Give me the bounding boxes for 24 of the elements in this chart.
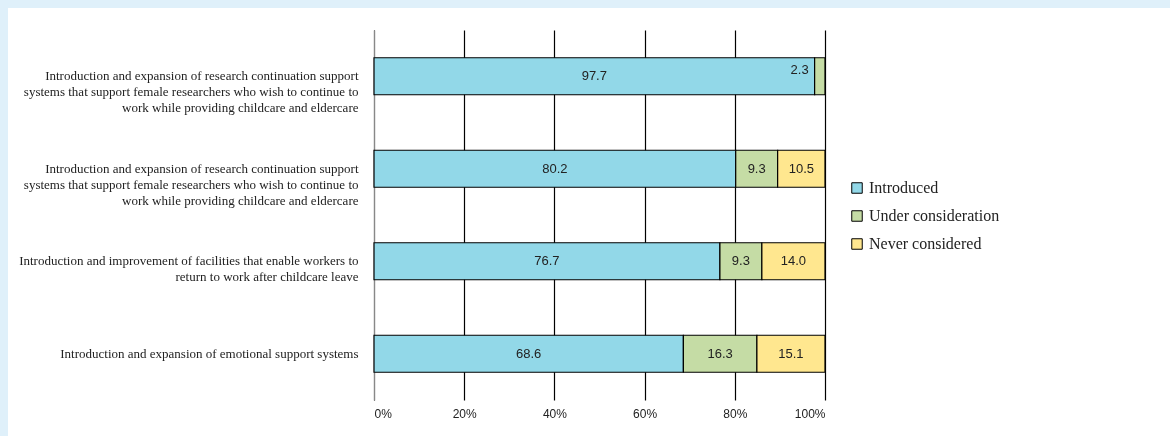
data-label: 10.5: [788, 160, 814, 176]
data-label: 15.1: [778, 345, 804, 361]
y-tick-label: Introduction and expansion of research continuation support systems that support female researchers who wish to continue to work while providing childcare and eldercare: [23, 68, 359, 116]
legend-label: Introduced: [869, 179, 939, 196]
data-label: 2.3: [790, 62, 809, 78]
x-tick-label: 80%: [723, 406, 748, 421]
x-tick-label: 100%: [794, 406, 826, 421]
y-tick-label: Introduction and expansion of emotional support systems: [60, 345, 359, 361]
y-tick-label: Introduction and expansion of research continuation support systems that support female researchers who wish to continue to work while providing childcare and eldercare: [23, 160, 359, 208]
data-label: 14.0: [780, 253, 807, 269]
x-tick-label: 40%: [542, 406, 568, 421]
legend-label: Never considered: [869, 235, 982, 252]
x-tick-label: 20%: [452, 406, 478, 421]
data-label: 80.2: [542, 160, 568, 176]
x-tick-label: 60%: [633, 406, 658, 421]
data-label: 97.7: [581, 68, 607, 84]
y-tick-label: Introduction and improvement of facilities that enable workers to return to work after childcare leave: [19, 253, 359, 285]
x-tick-label: 0%: [374, 406, 393, 421]
data-label: 76.7: [534, 253, 560, 269]
data-label: 68.6: [516, 345, 542, 361]
data-label: 9.3: [731, 253, 750, 269]
legend-label: Under consideration: [869, 207, 1000, 224]
data-label: 9.3: [747, 160, 766, 176]
data-label: 16.3: [707, 345, 733, 361]
